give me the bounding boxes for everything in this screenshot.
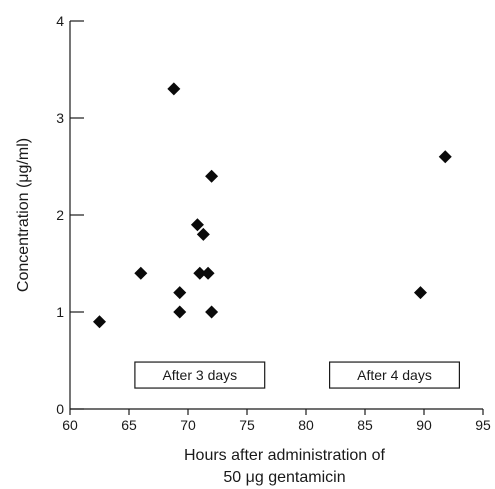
x-tick-label: 70 — [180, 417, 196, 433]
x-tick-label: 60 — [62, 417, 78, 433]
data-point — [205, 305, 219, 319]
x-ticks: 60 65 70 75 80 85 90 95 — [62, 409, 491, 433]
x-tick-label: 65 — [121, 417, 137, 433]
x-axis-title-line-2: 50 μg gentamicin — [223, 469, 345, 486]
y-tick-label: 4 — [56, 13, 64, 29]
data-point — [438, 150, 452, 164]
x-tick-label: 95 — [475, 417, 491, 433]
data-point — [173, 305, 187, 319]
data-point — [205, 169, 219, 183]
x-tick-label: 75 — [239, 417, 255, 433]
annotation-box — [329, 361, 461, 389]
x-tick-label: 80 — [298, 417, 314, 433]
y-tick-label: 1 — [56, 304, 64, 320]
data-point — [190, 218, 204, 232]
data-point — [173, 286, 187, 300]
annotation-label: After 3 days — [162, 367, 237, 383]
data-point — [167, 82, 181, 96]
x-axis-title-line-1: Hours after administration of — [184, 447, 386, 464]
annotations: After 3 days After 4 days — [134, 361, 461, 389]
annotation-box — [134, 361, 266, 389]
data-point — [134, 266, 148, 280]
axes — [69, 21, 483, 410]
data-points — [93, 82, 452, 329]
data-point — [93, 315, 106, 329]
data-point — [413, 286, 427, 300]
data-point — [193, 266, 207, 280]
y-tick-label: 2 — [56, 207, 64, 223]
x-tick-label: 90 — [416, 417, 432, 433]
y-ticks: 0 1 2 3 4 — [56, 13, 84, 417]
data-point — [201, 266, 215, 280]
x-tick-label: 85 — [357, 417, 373, 433]
data-point — [196, 227, 210, 241]
y-tick-label: 0 — [56, 401, 64, 417]
y-axis-title: Concentration (μg/ml) — [15, 138, 32, 292]
axis-titles: Hours after administration of 50 μg gent… — [15, 138, 386, 486]
annotation-label: After 4 days — [357, 367, 432, 383]
y-tick-label: 3 — [56, 110, 64, 126]
